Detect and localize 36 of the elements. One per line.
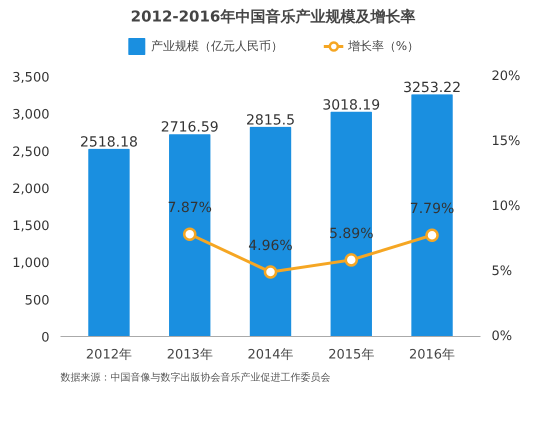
y-tick-label: 2,000: [12, 182, 50, 197]
point: [182, 227, 196, 241]
bar: [169, 134, 210, 336]
y-tick-label: 1,000: [12, 256, 50, 272]
bar: [250, 126, 292, 336]
point: [425, 228, 439, 242]
y2-tick-label: 10%: [492, 199, 520, 214]
x-tick-label: 2014年: [247, 348, 294, 362]
legend-label: 产业规模（亿元人民币）: [150, 38, 283, 54]
chart-title: 2012-2016年中国音乐产业规模及增长率: [130, 8, 416, 26]
point: [344, 253, 358, 267]
data-label: 2815.5: [246, 112, 296, 128]
x-tick-label: 2013年: [166, 348, 213, 362]
data-label: 3253.22: [403, 80, 461, 96]
data-label: 3018.19: [322, 97, 380, 114]
bar: [330, 112, 372, 336]
legend-label: 增长率（%）: [348, 38, 420, 54]
y-tick-label: 2,500: [12, 144, 50, 160]
x-tick-label: 2016年: [408, 348, 456, 362]
y2-tick-label: 5%: [492, 264, 512, 279]
y-tick-label: 3,500: [12, 70, 50, 86]
source-note: 数据来源：中国音像与数字出版协会音乐产业促进工作委员会: [60, 372, 330, 384]
y-tick-label: 3,000: [12, 108, 50, 123]
y2-tick-label: 0%: [492, 329, 512, 344]
y-tick-label: 0: [41, 330, 50, 346]
bar: [411, 94, 453, 336]
bar: [88, 148, 130, 336]
data-label: 2716.59: [160, 120, 219, 136]
point: [264, 265, 278, 279]
data-label: 2518.18: [80, 134, 138, 150]
x-tick-label: 2015年: [328, 348, 374, 362]
y2-tick-label: 20%: [492, 69, 520, 84]
y-tick-label: 1,500: [12, 219, 50, 234]
x-tick-label: 2012年: [86, 348, 132, 362]
y-tick-label: 500: [24, 293, 50, 308]
y2-tick-label: 15%: [492, 134, 520, 149]
